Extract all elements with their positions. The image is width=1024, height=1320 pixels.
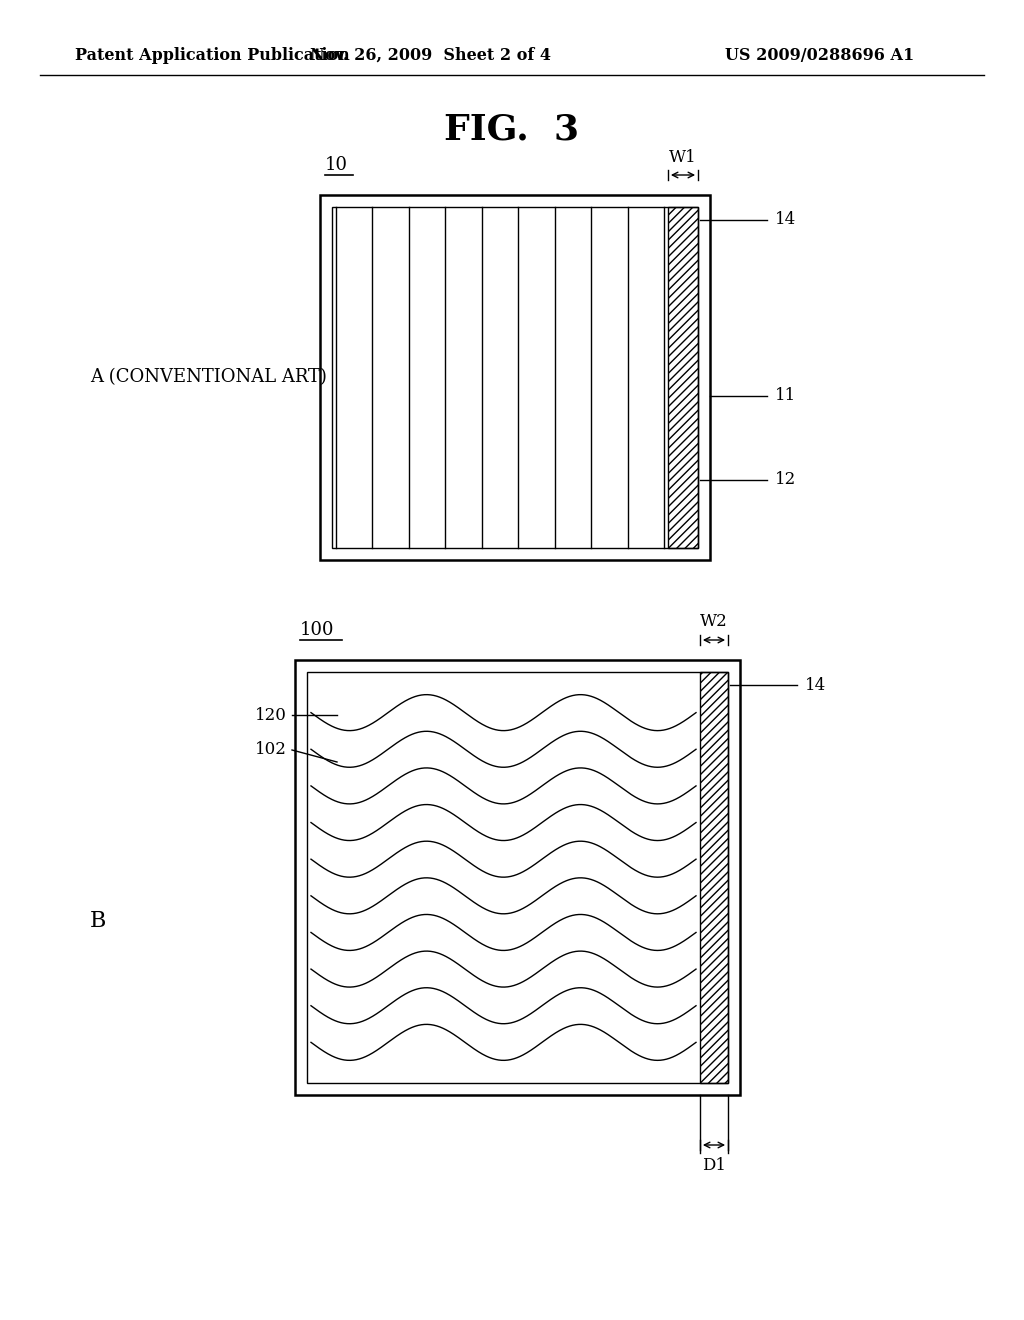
Text: 14: 14 (805, 676, 826, 693)
Text: Patent Application Publication: Patent Application Publication (75, 46, 350, 63)
Bar (307, 672, 728, 1082)
Text: 10: 10 (325, 156, 348, 174)
Bar (295, 660, 740, 1096)
Text: 11: 11 (775, 387, 797, 404)
Bar (332, 207, 698, 548)
Bar (319, 195, 710, 560)
Text: W2: W2 (700, 614, 728, 631)
Text: D1: D1 (702, 1156, 726, 1173)
Text: W1: W1 (669, 149, 697, 165)
Text: US 2009/0288696 A1: US 2009/0288696 A1 (725, 46, 914, 63)
Text: 12: 12 (775, 471, 797, 488)
Bar (700, 672, 728, 1082)
Text: 102: 102 (255, 742, 287, 759)
Text: FIG.  3: FIG. 3 (444, 114, 580, 147)
Text: Nov. 26, 2009  Sheet 2 of 4: Nov. 26, 2009 Sheet 2 of 4 (309, 46, 551, 63)
Text: 100: 100 (300, 620, 335, 639)
Text: A (CONVENTIONAL ART): A (CONVENTIONAL ART) (90, 368, 327, 387)
Bar (668, 207, 698, 548)
Text: B: B (90, 909, 106, 932)
Text: 120: 120 (255, 706, 287, 723)
Text: 14: 14 (775, 211, 797, 228)
